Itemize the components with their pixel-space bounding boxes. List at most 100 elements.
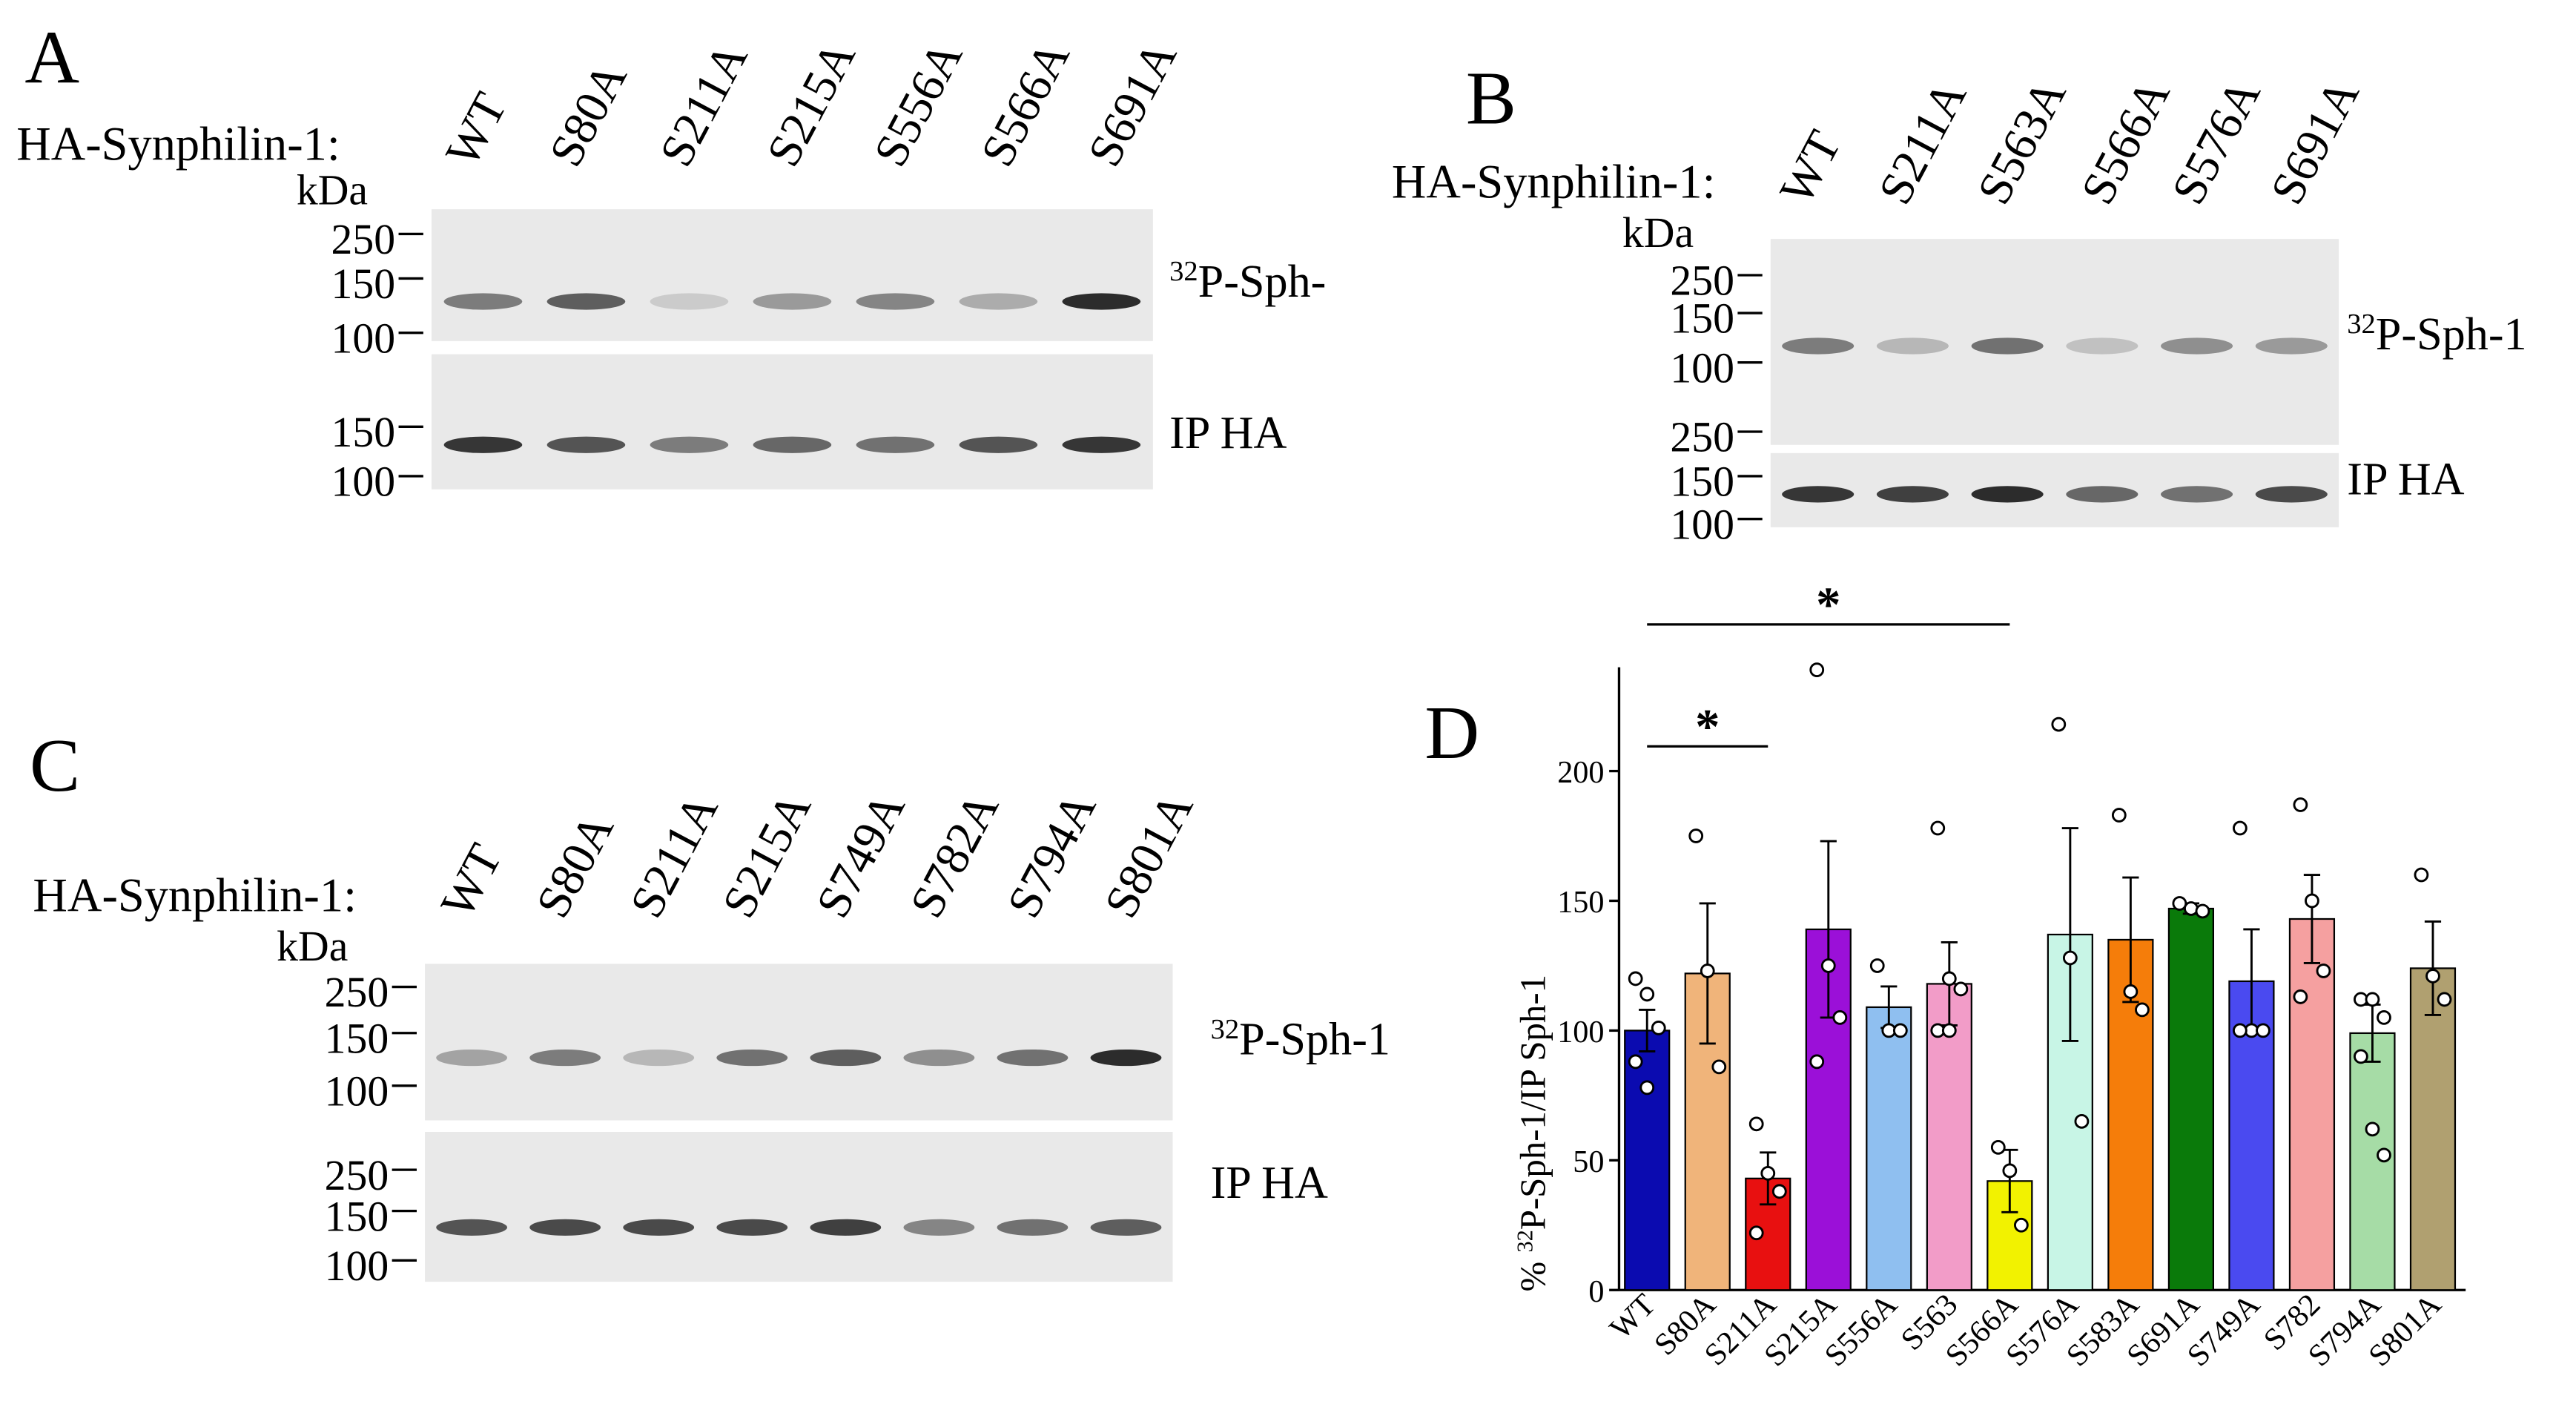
data-point xyxy=(2002,1163,2018,1179)
band xyxy=(753,293,832,310)
unit-label: kDa xyxy=(1622,210,1694,257)
data-point xyxy=(1700,963,1715,978)
construct-label: HA-Synphilin-1: xyxy=(16,117,340,170)
data-point xyxy=(1892,1023,1908,1038)
blot xyxy=(425,963,1173,1121)
data-point xyxy=(1941,1023,1957,1038)
band xyxy=(1782,486,1855,503)
band xyxy=(2066,486,2139,503)
lane-label: S211A xyxy=(620,785,728,926)
lane-label: WT xyxy=(431,836,512,926)
marker-label: 100 xyxy=(325,1068,389,1115)
band xyxy=(443,436,523,453)
data-point xyxy=(1628,971,1643,986)
data-point xyxy=(1639,986,1655,1002)
marker-label: 250 xyxy=(331,217,395,263)
data-point xyxy=(1930,820,1946,836)
lane-label: S556A xyxy=(864,33,973,175)
band xyxy=(856,293,935,310)
band xyxy=(546,293,626,310)
marker-label: 100 xyxy=(331,315,395,362)
band xyxy=(716,1049,788,1067)
band xyxy=(436,1049,508,1067)
data-point xyxy=(2414,867,2429,883)
data-point xyxy=(2365,1121,2380,1137)
band xyxy=(997,1049,1069,1067)
lane-label: S563A xyxy=(1967,70,2076,213)
blot-label: 32P-Sph-1 xyxy=(2347,309,2526,360)
unit-label: kDa xyxy=(297,167,368,214)
data-point xyxy=(2377,1147,2391,1163)
data-point xyxy=(2184,901,2199,916)
band xyxy=(1876,486,1949,503)
lane-label: WT xyxy=(1769,122,1851,213)
blot-label: IP HA xyxy=(1211,1158,1328,1208)
band xyxy=(2161,486,2233,503)
data-point xyxy=(2232,820,2248,836)
data-point xyxy=(2074,1113,2090,1129)
data-point xyxy=(1651,1021,1666,1035)
data-point xyxy=(1748,1225,1764,1241)
blot xyxy=(425,1132,1173,1282)
band xyxy=(959,293,1038,310)
lane-label: S691A xyxy=(1077,33,1186,175)
data-point xyxy=(2354,1049,2368,1064)
label-text: P-Sph-1 xyxy=(1239,1015,1390,1065)
band xyxy=(443,293,523,310)
data-point xyxy=(1832,1010,1848,1025)
data-point xyxy=(2437,992,2452,1007)
superscript: 32 xyxy=(1169,256,1198,287)
y-tick-label: 100 xyxy=(1557,1015,1604,1050)
bar xyxy=(2409,967,2457,1291)
error-bar xyxy=(2061,827,2078,1042)
data-point xyxy=(2123,984,2139,999)
y-tick-label: 150 xyxy=(1557,885,1604,920)
data-point xyxy=(1639,1080,1655,1096)
data-point xyxy=(2425,969,2440,984)
data-point xyxy=(2365,992,2380,1007)
data-point xyxy=(2316,963,2331,978)
band xyxy=(1090,1219,1162,1236)
bar xyxy=(1684,972,1731,1291)
superscript: 32 xyxy=(2347,309,2376,340)
band xyxy=(623,1219,695,1236)
lane-label: S782A xyxy=(900,784,1009,926)
significance-label: * xyxy=(1695,700,1720,754)
band xyxy=(1782,337,1855,355)
band xyxy=(856,436,935,453)
data-point xyxy=(2195,903,2210,919)
band xyxy=(903,1049,975,1067)
band xyxy=(1062,293,1141,310)
lane-label: WT xyxy=(435,85,517,175)
bar xyxy=(1866,1006,1912,1291)
band xyxy=(650,293,729,310)
marker-label: 150 xyxy=(1670,296,1734,343)
marker-label: 100 xyxy=(1670,345,1734,392)
data-point xyxy=(1628,1054,1643,1070)
marker-label: 250 xyxy=(325,1153,389,1199)
significance-label: * xyxy=(1816,578,1840,632)
lane-label: S211A xyxy=(650,34,758,175)
panel-letter: A xyxy=(24,16,79,99)
band xyxy=(903,1219,975,1236)
data-point xyxy=(1869,958,1885,973)
label-text: P-Sph-1 xyxy=(2376,309,2527,360)
marker-label: 100 xyxy=(1670,501,1734,548)
superscript: 32 xyxy=(1512,1230,1537,1252)
marker-label: 150 xyxy=(331,409,395,456)
marker-label: 150 xyxy=(325,1193,389,1240)
marker-label: 250 xyxy=(325,969,389,1016)
data-point xyxy=(2256,1023,2270,1038)
data-point xyxy=(1820,958,1836,973)
lane-label: S691A xyxy=(2260,70,2369,213)
label-prefix: % xyxy=(1513,1253,1553,1292)
marker-label: 150 xyxy=(1670,459,1734,506)
data-point xyxy=(1809,662,1825,678)
marker-label: 150 xyxy=(331,261,395,308)
blot xyxy=(431,354,1153,490)
data-point xyxy=(1990,1139,2006,1155)
y-tick-label: 200 xyxy=(1557,755,1604,790)
data-point xyxy=(1809,1054,1825,1070)
band xyxy=(810,1049,882,1067)
band xyxy=(1876,337,1949,355)
